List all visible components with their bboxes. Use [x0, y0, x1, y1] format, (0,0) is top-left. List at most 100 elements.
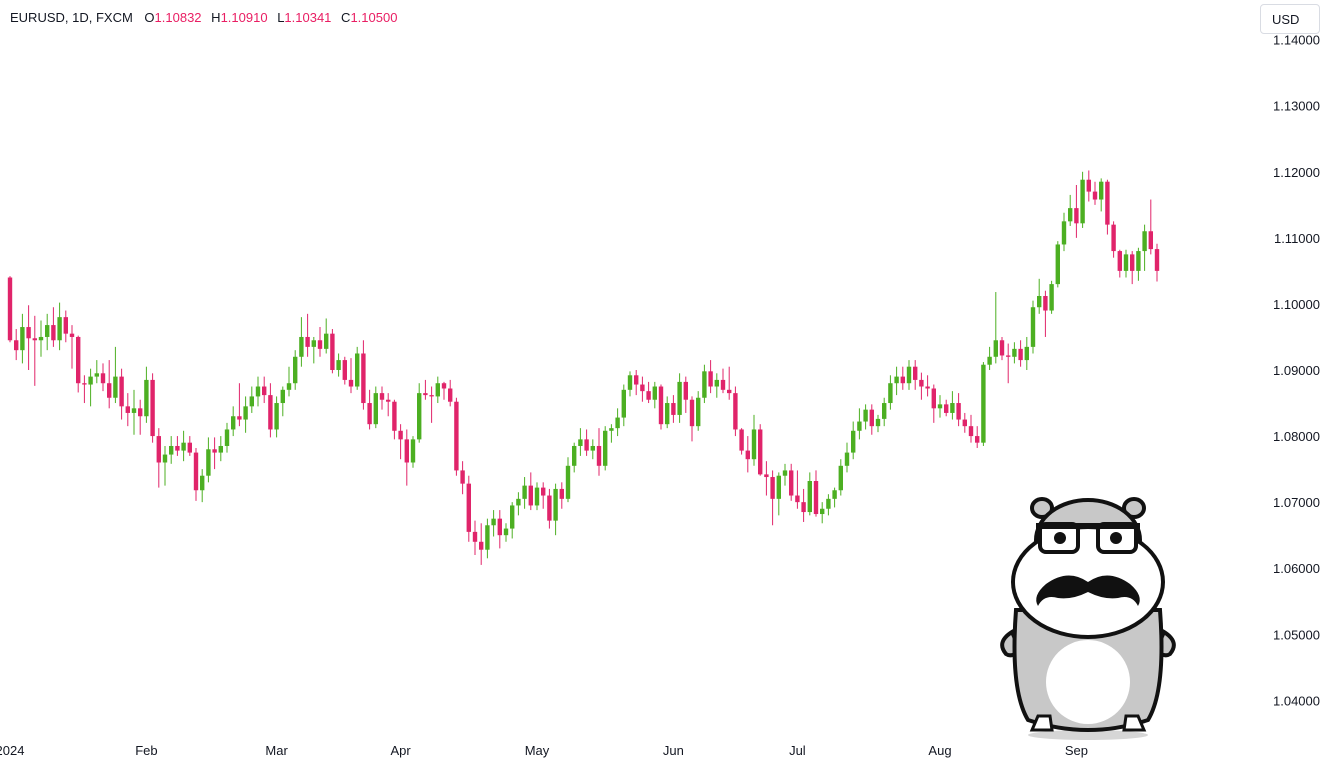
candle-body [268, 395, 273, 430]
candle-body [305, 336, 310, 347]
x-tick-label: May [525, 743, 550, 758]
time-axis: 2024 Feb Mar Apr May Jun Jul Aug Sep [0, 743, 1088, 758]
candle-body [621, 389, 626, 418]
candle-body [646, 391, 651, 400]
candle-body [1030, 307, 1036, 347]
close-value: 1.10500 [350, 10, 398, 25]
x-tick-label: Feb [135, 743, 157, 758]
candle-body [175, 445, 180, 451]
candle-body [386, 399, 391, 402]
candle-body [578, 439, 583, 446]
candle-body [795, 495, 800, 503]
candle-body [944, 404, 949, 413]
x-tick-label: Apr [390, 743, 411, 758]
candle-body [1148, 231, 1153, 250]
candle-body [745, 450, 750, 460]
candle-body [572, 445, 577, 466]
candle-body [472, 531, 478, 542]
candle-body [88, 376, 93, 385]
candle-body [1105, 181, 1110, 225]
candle-body [851, 430, 856, 453]
candle-body [1080, 179, 1085, 224]
candle-body [882, 403, 887, 419]
price-axis: 1.14000 1.13000 1.12000 1.11000 1.10000 1.090… [1273, 33, 1320, 709]
candle-body [423, 393, 428, 396]
candle-body [311, 340, 316, 347]
candle-body [212, 449, 217, 453]
candle-body [956, 403, 961, 420]
candle-body [330, 333, 335, 370]
candle-body [448, 388, 453, 402]
y-tick-label: 1.08000 [1273, 429, 1320, 444]
candle-body [708, 371, 713, 387]
open-label: O [144, 10, 155, 25]
candle-body [962, 419, 967, 427]
candle-body [634, 375, 639, 385]
y-tick-label: 1.05000 [1273, 627, 1320, 642]
candle-body [1018, 348, 1023, 361]
y-tick-label: 1.10000 [1273, 297, 1320, 312]
candle-body [981, 364, 986, 443]
candle-body [665, 403, 670, 425]
candle-body [503, 528, 509, 536]
candle-body [541, 487, 546, 496]
candle-body [696, 397, 701, 427]
candle-body [844, 452, 850, 466]
candle-body [441, 383, 447, 389]
y-tick-label: 1.04000 [1273, 693, 1320, 708]
candle-body [987, 356, 992, 365]
candle-body [491, 518, 496, 526]
candle-body [826, 498, 831, 509]
candle-body [293, 356, 298, 384]
candle-body [1154, 249, 1160, 271]
high-label: H [211, 10, 221, 25]
candle-body [764, 474, 769, 478]
high-value: 1.10910 [220, 10, 268, 25]
candle-body [57, 317, 62, 341]
candle-body [640, 384, 645, 392]
candle-body [32, 338, 37, 341]
candle-body [156, 436, 161, 463]
candle-body [1136, 251, 1141, 271]
candle-body [609, 428, 614, 431]
candle-body [875, 418, 881, 427]
candle-body [714, 379, 719, 387]
y-tick-label: 1.13000 [1273, 99, 1320, 114]
candle-body [658, 386, 664, 425]
candle-body [1130, 254, 1135, 271]
candle-body [76, 336, 81, 384]
candle-body [243, 406, 248, 420]
candle-body [274, 403, 279, 430]
y-tick-label: 1.14000 [1273, 33, 1320, 48]
candle-body [435, 383, 440, 397]
candle-body [355, 353, 360, 387]
candle-body [429, 395, 434, 397]
x-tick-label: 2024 [0, 743, 24, 758]
candle-body [373, 393, 378, 425]
x-tick-label: Mar [265, 743, 288, 758]
candle-body [968, 426, 974, 437]
candles-layer [7, 170, 1160, 565]
candle-body [776, 475, 781, 499]
y-tick-label: 1.06000 [1273, 561, 1320, 576]
candle-body [832, 490, 837, 499]
candle-body [392, 401, 397, 431]
candle-body [367, 403, 372, 425]
candle-body [404, 439, 409, 463]
candle-body [1012, 348, 1017, 357]
candle-body [187, 442, 192, 453]
candle-body [1111, 224, 1116, 252]
candle-body [1074, 208, 1079, 224]
candle-body [138, 408, 143, 417]
currency-button[interactable]: USD [1260, 4, 1320, 34]
candle-body [683, 381, 688, 400]
candle-body [937, 404, 943, 409]
candle-body [479, 541, 484, 550]
candle-body [7, 277, 13, 341]
candle-body [51, 325, 56, 341]
candle-body [528, 485, 533, 506]
candle-body [553, 488, 558, 521]
candle-body [1099, 181, 1104, 200]
candle-body [1142, 231, 1147, 252]
